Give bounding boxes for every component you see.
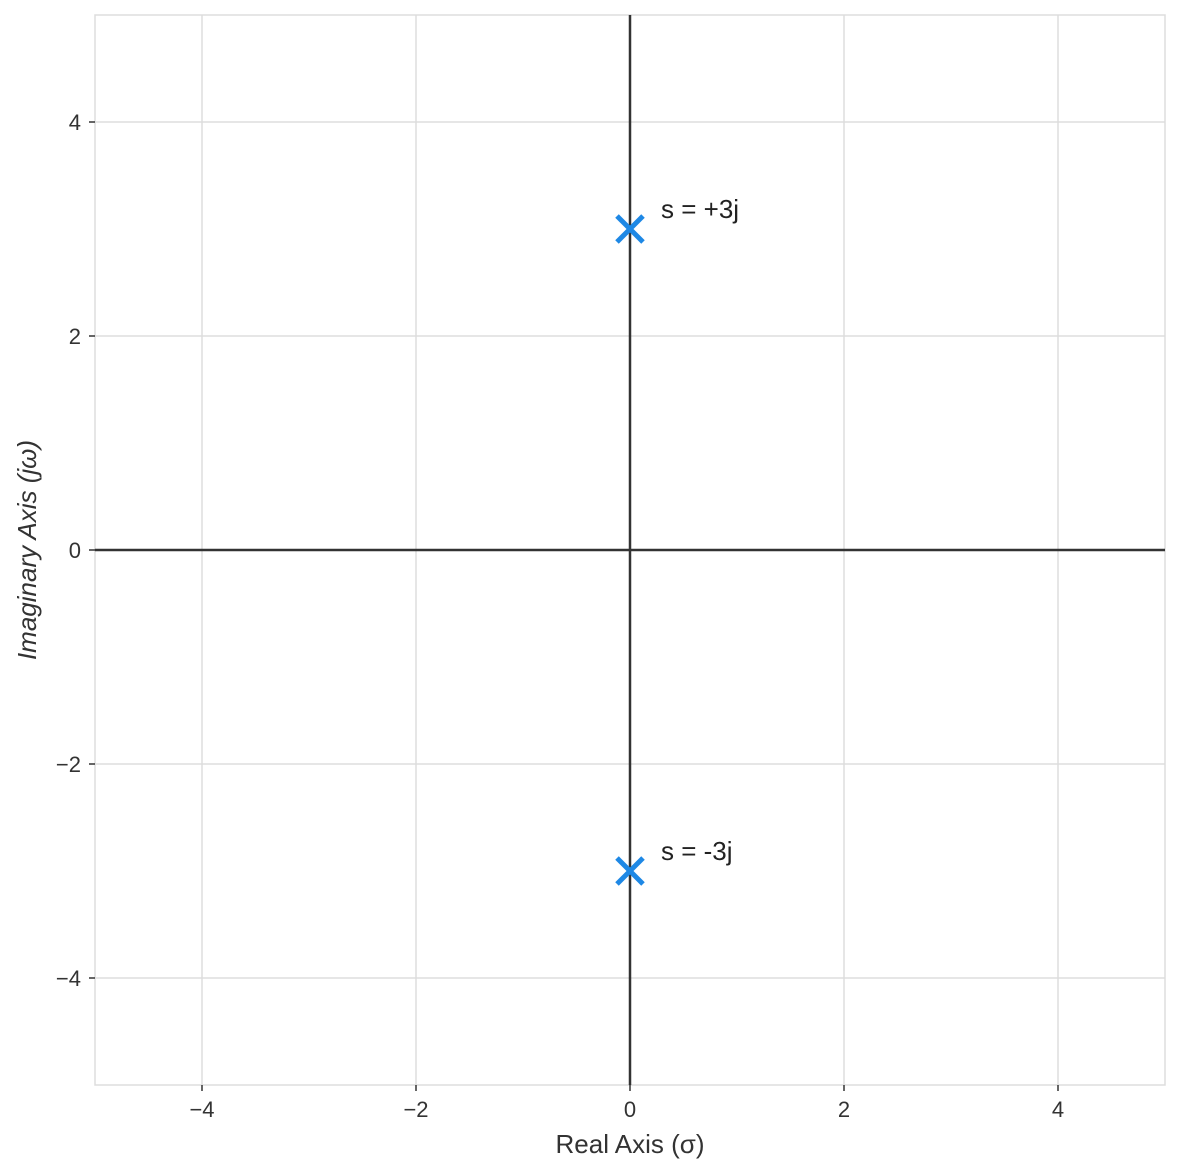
x-tick-label: 2	[838, 1097, 850, 1122]
x-axis-label: Real Axis (σ)	[556, 1129, 705, 1159]
marker-stroke	[615, 214, 645, 244]
y-tick-label: −4	[56, 966, 81, 991]
y-tick-label: 0	[69, 538, 81, 563]
x-tick-label: 0	[624, 1097, 636, 1122]
pole-marker	[615, 214, 645, 244]
pole-markers	[615, 214, 645, 886]
y-tick-label: −2	[56, 752, 81, 777]
pole-annotations: s = +3j s = -3j	[661, 194, 739, 866]
pole-marker	[615, 856, 645, 886]
y-tick-label: 4	[69, 110, 81, 135]
tick-marks	[89, 121, 1059, 1091]
x-tick-label: −4	[189, 1097, 214, 1122]
y-axis-label: Imaginary Axis (jω)	[12, 440, 42, 660]
pole-label: s = +3j	[661, 194, 739, 224]
zero-axes	[95, 15, 1165, 1085]
marker-stroke	[615, 856, 645, 886]
x-tick-label: −2	[403, 1097, 428, 1122]
pole-label: s = -3j	[661, 836, 733, 866]
y-tick-labels: −4 −2 0 2 4	[56, 110, 81, 991]
x-tick-label: 4	[1052, 1097, 1064, 1122]
y-tick-label: 2	[69, 324, 81, 349]
x-tick-labels: −4 −2 0 2 4	[189, 1097, 1064, 1122]
